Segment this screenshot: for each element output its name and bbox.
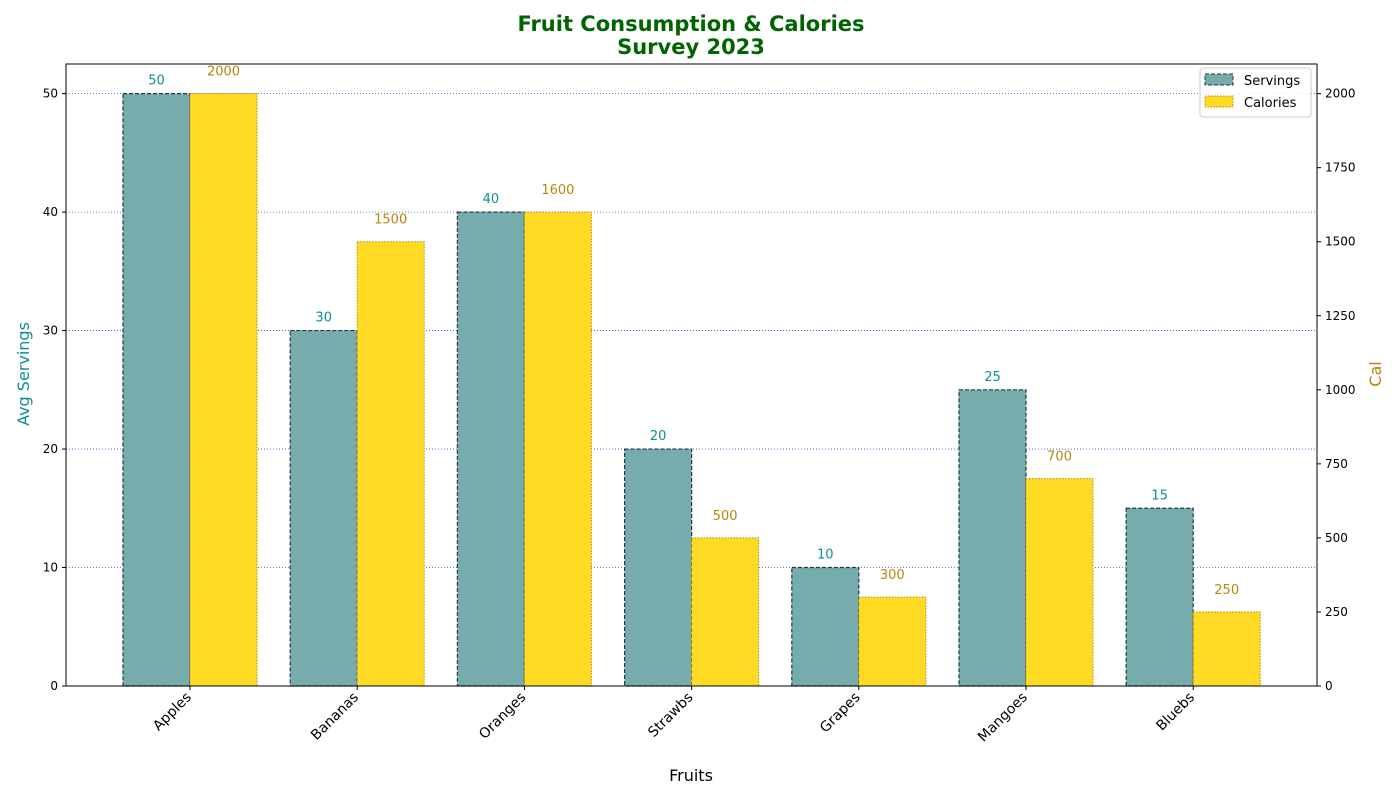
right-y-axis-label: Cal [1366, 361, 1385, 386]
right-y-tick-label: 1250 [1325, 309, 1356, 323]
left-y-tick-label: 10 [43, 561, 58, 575]
data-label-servings: 10 [817, 548, 834, 563]
data-label-servings: 30 [315, 311, 332, 326]
chart-title-line-1: Fruit Consumption & Calories [517, 12, 864, 36]
data-label-calories: 1600 [541, 183, 574, 198]
data-label-calories: 300 [880, 568, 905, 583]
bar-servings [791, 566, 860, 687]
x-tick-label: Grapes [817, 690, 864, 737]
right-y-tick-label: 1750 [1325, 161, 1356, 175]
data-label-calories: 1500 [374, 213, 407, 228]
bar-calories [1025, 478, 1094, 687]
right-y-tick-label: 0 [1325, 679, 1333, 693]
right-y-tick-label: 500 [1325, 531, 1348, 545]
data-label-calories: 250 [1214, 583, 1239, 598]
bar-servings [122, 93, 191, 687]
legend-label-calories: Calories [1244, 96, 1297, 111]
x-tick-label: Bananas [308, 690, 362, 744]
legend-label-servings: Servings [1244, 74, 1300, 89]
bar-calories [189, 93, 258, 687]
data-label-servings: 40 [483, 192, 500, 207]
bar-servings [1125, 507, 1194, 687]
left-y-tick-label: 20 [43, 442, 58, 456]
data-labels-layer: 50 2000 30 1500 40 1600 20 500 10 300 25 700 15 250 [148, 65, 1239, 598]
left-y-tick-label: 40 [43, 205, 58, 219]
data-label-servings: 15 [1151, 488, 1168, 503]
bar-servings [289, 329, 358, 687]
data-label-calories: 2000 [207, 65, 240, 80]
bar-calories [523, 211, 592, 687]
right-y-tick-label: 2000 [1325, 87, 1356, 101]
bar-calories [356, 241, 425, 687]
legend: Servings Calories [1199, 67, 1312, 118]
chart-title-line-2: Survey 2023 [617, 35, 765, 59]
left-y-axis-label: Avg Servings [14, 322, 33, 426]
bar-servings [958, 389, 1027, 687]
left-y-tick-label: 0 [50, 679, 58, 693]
legend-swatch-servings [1204, 73, 1234, 86]
data-label-servings: 20 [650, 429, 667, 444]
x-tick-label: Apples [150, 690, 195, 735]
bar-calories [1192, 611, 1261, 687]
bar-servings [623, 448, 693, 687]
left-y-tick-label: 30 [43, 324, 58, 338]
right-y-tick-label: 1500 [1325, 235, 1356, 249]
right-y-tick-label: 1000 [1325, 383, 1356, 397]
x-tick-label: Strawbs [645, 690, 696, 741]
bars-layer [122, 93, 1261, 687]
data-label-calories: 700 [1047, 450, 1072, 465]
legend-swatch-calories [1204, 95, 1234, 108]
right-y-tick-label: 250 [1325, 605, 1348, 619]
x-axis-label: Fruits [669, 766, 713, 785]
left-y-tick-label: 50 [43, 87, 58, 101]
data-label-servings: 25 [984, 370, 1001, 385]
x-tick-label: Bluebs [1153, 690, 1198, 735]
x-tick-label: Mangoes [975, 690, 1031, 746]
bar-calories [858, 596, 927, 687]
bar-servings [456, 211, 525, 687]
data-label-calories: 500 [713, 509, 738, 524]
right-y-tick-label: 750 [1325, 457, 1348, 471]
x-tick-label: Oranges [476, 690, 529, 743]
data-label-servings: 50 [148, 74, 165, 89]
bar-calories [691, 537, 760, 687]
